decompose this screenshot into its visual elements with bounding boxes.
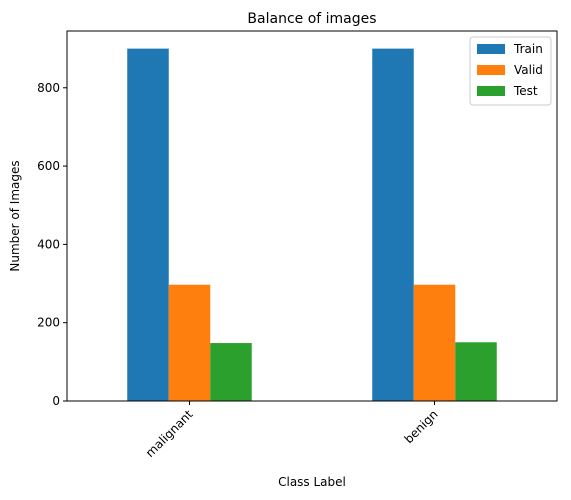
legend-swatch-valid (477, 65, 505, 75)
y-tick-label: 800 (37, 81, 60, 95)
y-axis: 0 200 400 600 800 (37, 81, 67, 408)
legend-label-test: Test (513, 84, 538, 98)
legend-swatch-test (477, 86, 505, 96)
bar-valid-malignant (168, 284, 211, 401)
y-tick-label: 400 (37, 237, 60, 251)
bar-train-benign (372, 48, 414, 402)
bar-train-malignant (127, 48, 169, 402)
y-tick-label: 0 (52, 394, 60, 408)
legend-label-train: Train (513, 42, 543, 56)
chart-title: Balance of images (247, 11, 376, 27)
bar-test-benign (455, 342, 497, 401)
x-axis-label: Class Label (278, 475, 346, 489)
bar-test-malignant (210, 343, 252, 401)
legend-swatch-train (477, 44, 505, 54)
plot-frame (66, 30, 558, 402)
legend: Train Valid Test (469, 36, 552, 106)
bars-group (127, 48, 497, 402)
x-tick-label-benign: benign (402, 407, 441, 446)
bar-valid-benign (413, 284, 456, 401)
y-tick-label: 600 (37, 159, 60, 173)
y-tick-label: 200 (37, 316, 60, 330)
y-axis-label: Number of Images (8, 160, 22, 271)
legend-label-valid: Valid (514, 63, 543, 77)
x-axis: malignant benign (143, 401, 441, 460)
x-tick-label-malignant: malignant (143, 407, 196, 460)
